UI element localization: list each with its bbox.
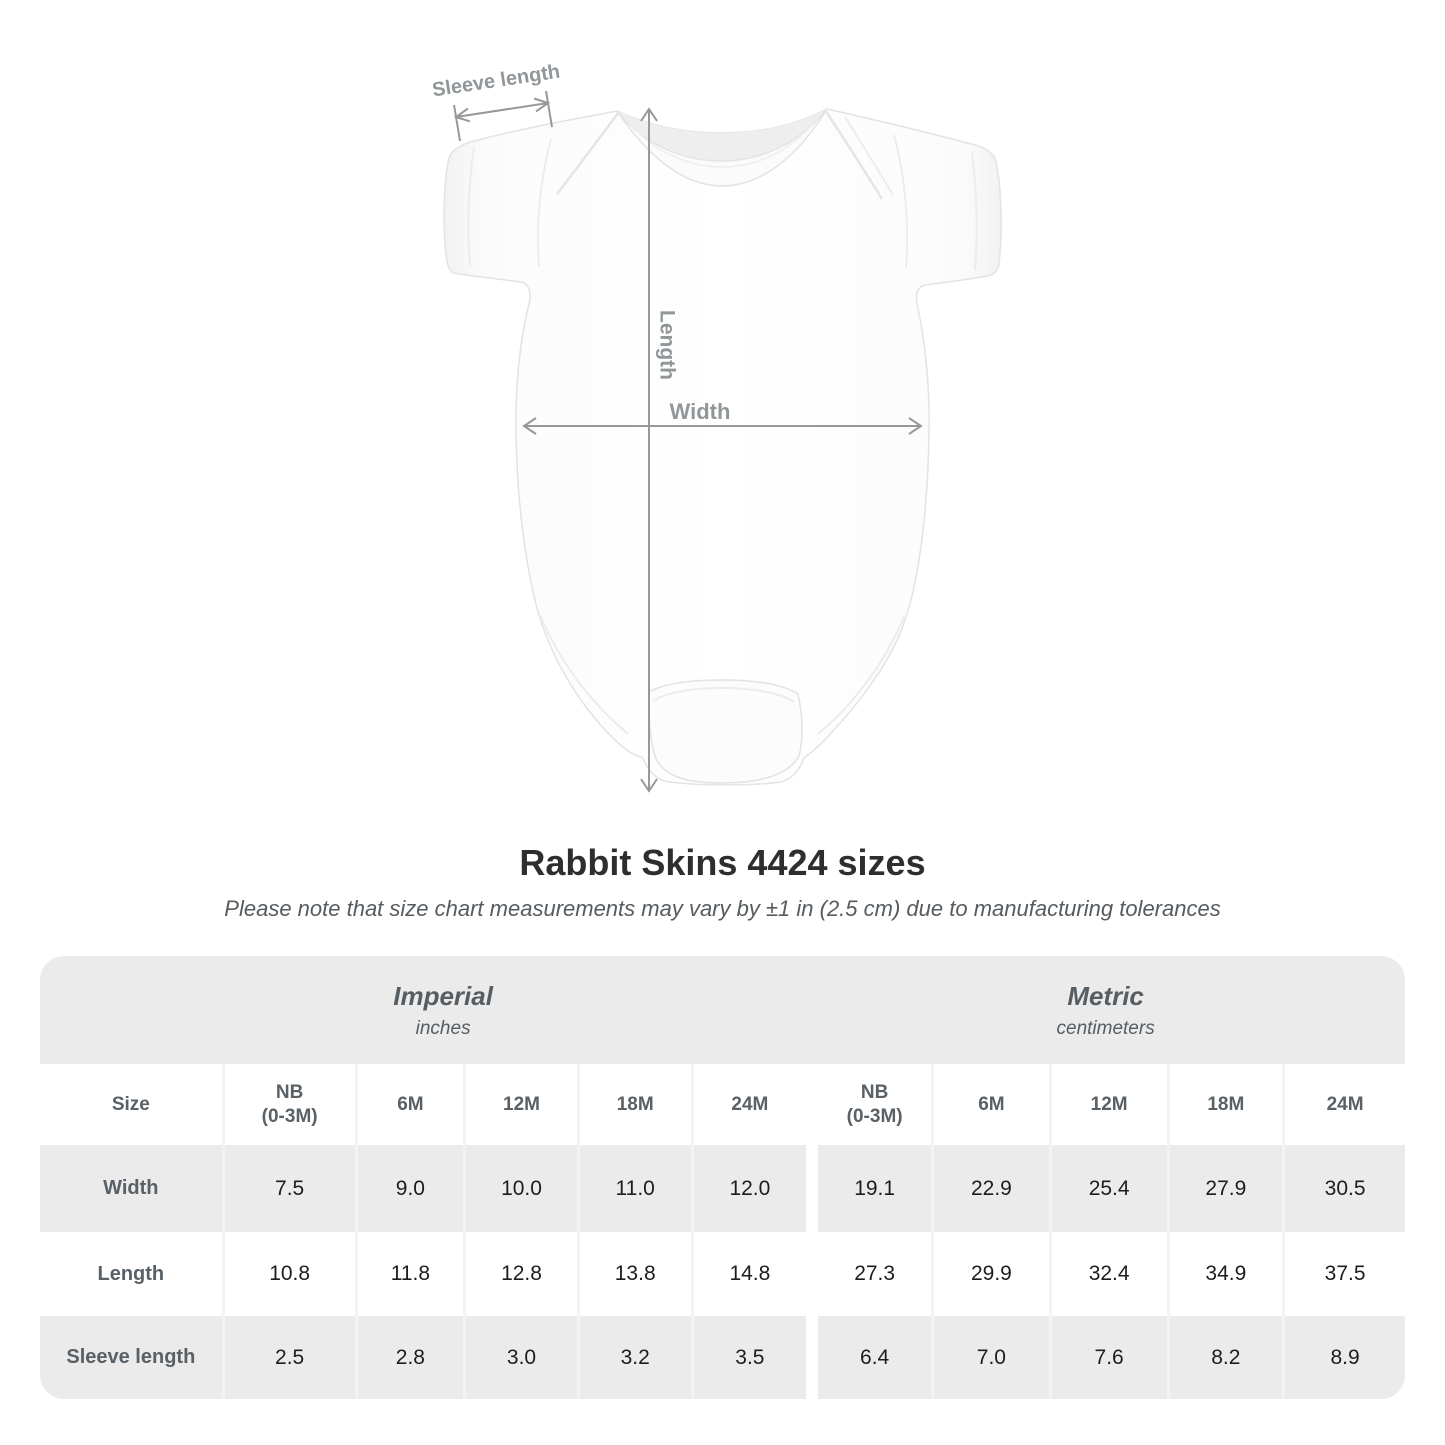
length-imperial-24m: 14.8 — [690, 1232, 807, 1316]
size-diagram: Sleeve length Length Width — [431, 61, 1002, 793]
col-header-imperial-24m: 24M — [690, 1064, 807, 1145]
metric-section-header: Metric centimeters — [806, 956, 1405, 1064]
page-title: Rabbit Skins 4424 sizes — [519, 842, 926, 883]
sleeve-metric-6m: 7.0 — [931, 1316, 1049, 1399]
width-arrow — [522, 417, 923, 435]
length-metric-18m: 34.9 — [1166, 1232, 1283, 1316]
length-imperial-12m: 12.8 — [463, 1232, 577, 1316]
length-imperial-nb: 10.8 — [221, 1232, 355, 1316]
size-table: Imperial inches Metric centimeters Size … — [40, 956, 1405, 1399]
length-metric-12m: 32.4 — [1048, 1232, 1167, 1316]
right-shoulder-fold — [823, 109, 884, 200]
length-metric-6m: 29.9 — [931, 1232, 1049, 1316]
col-header-metric-6m: 6M — [931, 1064, 1049, 1145]
size-column-header: Size — [111, 1093, 150, 1115]
length-metric-nb: 27.3 — [806, 1232, 931, 1316]
sleeve-imperial-nb: 2.5 — [221, 1316, 355, 1399]
width-imperial-24m: 12.0 — [690, 1145, 807, 1232]
sleeve-metric-24m: 8.9 — [1282, 1316, 1405, 1399]
col-header-metric-nb: NB (0-3M) — [806, 1064, 931, 1145]
col-header-imperial-12m: 12M — [463, 1064, 577, 1145]
sleeve-imperial-18m: 3.2 — [576, 1316, 691, 1399]
col-header-metric-18m: 18M — [1166, 1064, 1283, 1145]
measurement-arrows — [453, 90, 923, 793]
sleeve-metric-12m: 7.6 — [1048, 1316, 1167, 1399]
width-metric-12m: 25.4 — [1048, 1145, 1167, 1232]
col-header-imperial-18m: 18M — [576, 1064, 691, 1145]
width-label: Width — [670, 399, 731, 424]
length-metric-24m: 37.5 — [1282, 1232, 1405, 1316]
length-arrow — [640, 107, 658, 793]
width-imperial-12m: 10.0 — [463, 1145, 577, 1232]
imperial-section-header: Imperial inches — [40, 956, 807, 1064]
metric-unit: centimeters — [1056, 1017, 1155, 1039]
imperial-label: Imperial — [393, 980, 493, 1011]
length-label: Length — [656, 310, 679, 380]
col-header-metric-12m: 12M — [1048, 1064, 1167, 1145]
page-subtitle: Please note that size chart measurements… — [224, 896, 1221, 921]
sleeve-length-label: Sleeve length — [431, 61, 562, 102]
metric-label: Metric — [1067, 980, 1144, 1011]
width-imperial-nb: 7.5 — [221, 1145, 355, 1232]
imperial-unit: inches — [415, 1017, 471, 1039]
neckband — [616, 108, 828, 187]
width-imperial-18m: 11.0 — [576, 1145, 691, 1232]
left-shoulder-fold — [556, 111, 620, 195]
length-imperial-18m: 13.8 — [576, 1232, 691, 1316]
row-label-width: Width — [40, 1145, 222, 1232]
sleeve-imperial-24m: 3.5 — [690, 1316, 807, 1399]
col-header-imperial-6m: 6M — [354, 1064, 464, 1145]
onesie-illustration: Sleeve length Length Width — [431, 61, 1002, 793]
neck-opening — [617, 109, 827, 161]
width-metric-18m: 27.9 — [1166, 1145, 1283, 1232]
width-metric-24m: 30.5 — [1282, 1145, 1405, 1232]
col-header-imperial-nb: NB (0-3M) — [221, 1064, 355, 1145]
crotch-flap — [648, 679, 803, 784]
sleeve-metric-nb: 6.4 — [806, 1316, 932, 1399]
col-header-metric-24m: 24M — [1282, 1064, 1405, 1145]
width-metric-6m: 22.9 — [931, 1145, 1049, 1232]
width-metric-nb: 19.1 — [806, 1145, 932, 1232]
sleeve-metric-18m: 8.2 — [1166, 1316, 1283, 1399]
sleeve-imperial-6m: 2.8 — [354, 1316, 464, 1399]
row-label-sleeve-length: Sleeve length — [40, 1316, 222, 1399]
length-imperial-6m: 11.8 — [354, 1232, 464, 1316]
row-label-length: Length — [97, 1262, 165, 1285]
sleeve-imperial-12m: 3.0 — [463, 1316, 577, 1399]
width-imperial-6m: 9.0 — [354, 1145, 464, 1232]
sleeve-length-arrow — [453, 90, 553, 142]
onesie-body — [443, 108, 1002, 786]
